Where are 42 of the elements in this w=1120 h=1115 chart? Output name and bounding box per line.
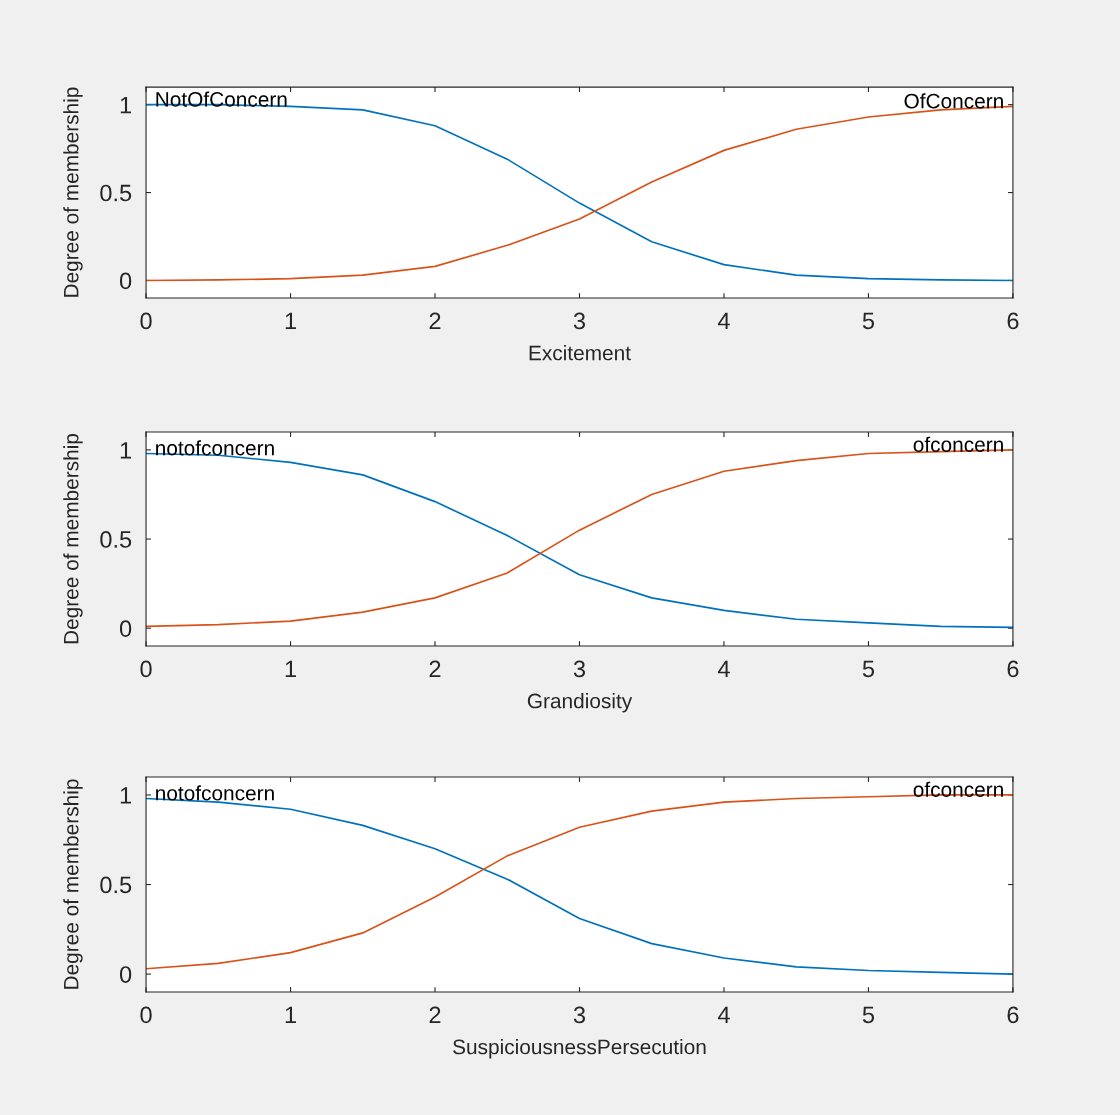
x-axis-title: SuspiciousnessPersecution — [453, 1039, 706, 1059]
series-label: notofconcern — [156, 785, 274, 801]
x-tick-label: 4 — [717, 660, 730, 678]
series-label: NotOfConcern — [156, 91, 287, 107]
x-tick-label: 6 — [1007, 312, 1019, 330]
x-tick-label: 2 — [429, 312, 441, 330]
y-tick-label: 1 — [120, 96, 132, 114]
x-axis-title: Excitement — [529, 345, 631, 361]
x-tick-label: 4 — [717, 1006, 730, 1024]
x-tick-label: 1 — [285, 1006, 296, 1024]
x-tick-label: 3 — [573, 660, 586, 678]
x-axis-title: Grandiosity — [527, 693, 633, 713]
series-label: ofconcern — [913, 781, 1003, 797]
x-tick-label: 0 — [140, 1006, 152, 1024]
x-tick-label: 0 — [140, 312, 152, 330]
x-tick-label: 6 — [1007, 660, 1019, 678]
y-tick-label: 0.5 — [100, 531, 132, 548]
x-tick-label: 3 — [573, 312, 586, 330]
x-tick-label: 5 — [862, 312, 875, 330]
x-tick-label: 5 — [862, 660, 875, 678]
y-axis-title: Degree of membership — [63, 779, 83, 989]
series-label: notofconcern — [156, 440, 274, 456]
x-tick-label: 1 — [285, 660, 296, 678]
series-label: OfConcern — [904, 93, 1003, 109]
x-tick-label: 6 — [1007, 1006, 1019, 1024]
y-tick-label: 0 — [119, 272, 132, 290]
y-axis-title: Degree of membership — [63, 433, 83, 644]
x-tick-label: 0 — [140, 660, 152, 678]
x-tick-label: 3 — [573, 1006, 586, 1024]
x-tick-label: 5 — [862, 1006, 875, 1024]
y-tick-label: 0.5 — [100, 184, 132, 202]
y-axis-title: Degree of membership — [63, 87, 83, 297]
y-tick-label: 0 — [119, 966, 132, 983]
x-tick-label: 2 — [429, 1006, 441, 1024]
series-label: ofconcern — [913, 436, 1003, 452]
y-tick-label: 0.5 — [100, 876, 132, 894]
x-tick-label: 1 — [285, 312, 296, 330]
y-tick-label: 1 — [120, 787, 132, 804]
x-tick-label: 2 — [429, 660, 441, 678]
y-tick-label: 1 — [120, 442, 132, 459]
y-tick-label: 0 — [119, 620, 132, 637]
x-tick-label: 4 — [717, 312, 730, 330]
